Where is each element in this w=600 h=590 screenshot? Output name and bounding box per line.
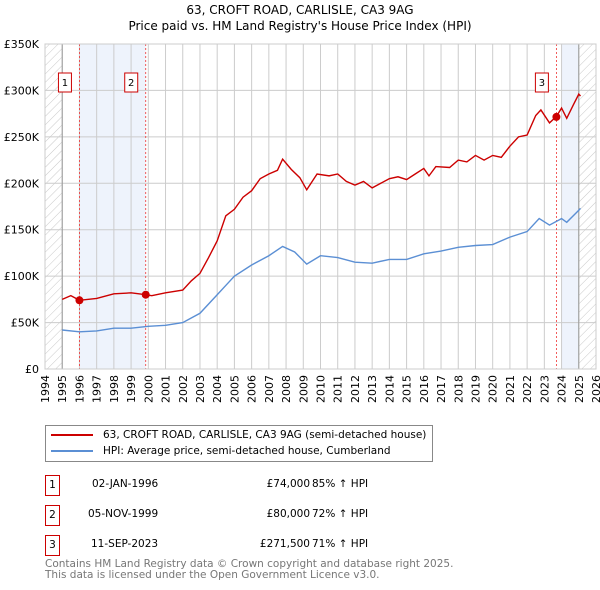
sale-price: £74,000 (266, 478, 310, 490)
x-tick-label: 2010 (315, 375, 328, 403)
sale-row: 3 11-SEP-2023 £271,500 71% ↑ HPI (45, 535, 445, 556)
sale-marker-box (534, 72, 549, 93)
x-tick-label: 2019 (469, 375, 482, 403)
legend-swatch-red (51, 434, 93, 436)
x-tick-label: 1997 (91, 375, 104, 403)
x-tick-label: 2017 (435, 375, 448, 403)
y-tick-label: £100K (4, 270, 40, 283)
sale-row: 2 05-NOV-1999 £80,000 72% ↑ HPI (45, 505, 445, 526)
x-tick-label: 1994 (39, 375, 52, 403)
sale-marker-label: 2 (128, 78, 134, 89)
x-tick-label: 2020 (487, 375, 500, 403)
sale-hpi: 72% ↑ HPI (312, 508, 369, 520)
chart-subtitle: Price paid vs. HM Land Registry's House … (128, 19, 471, 33)
plot-frame (44, 43, 597, 370)
x-tick-label: 2006 (246, 375, 259, 403)
x-tick-label: 2005 (228, 375, 241, 403)
y-tick-label: £0 (25, 363, 39, 376)
y-tick-label: £250K (4, 131, 40, 144)
x-tick-label: 2009 (297, 375, 310, 403)
sale-badge: 2 (45, 505, 60, 526)
y-tick-label: £50K (11, 317, 40, 330)
y-tick-label: £150K (4, 224, 40, 237)
property-price-line (61, 92, 582, 302)
footer: Contains HM Land Registry data © Crown c… (45, 559, 453, 581)
x-tick-label: 2016 (418, 375, 431, 403)
x-tick-label: 2011 (332, 375, 345, 403)
legend-item-property: 63, CROFT ROAD, CARLISLE, CA3 9AG (semi-… (51, 429, 426, 441)
sale-badge: 1 (45, 475, 60, 496)
sale-price: £80,000 (266, 508, 310, 520)
x-tick-label: 1999 (125, 375, 138, 403)
sale-hpi: 71% ↑ HPI (312, 538, 369, 550)
sale-date: 05-NOV-1999 (88, 508, 159, 520)
sale-date: 02-JAN-1996 (92, 478, 159, 490)
footer-line: Contains HM Land Registry data © Crown c… (45, 558, 454, 570)
footer-line: This data is licensed under the Open Gov… (45, 569, 380, 581)
x-tick-label: 2012 (349, 375, 362, 403)
x-tick-label: 2003 (194, 375, 207, 403)
x-tick-label: 1996 (73, 375, 86, 403)
sale-row: 1 02-JAN-1996 £74,000 85% ↑ HPI (45, 475, 445, 496)
x-tick-label: 2001 (160, 375, 173, 403)
hatched-region (578, 44, 596, 369)
legend-item-hpi: HPI: Average price, semi-detached house,… (51, 445, 391, 457)
legend-swatch-blue (51, 450, 93, 452)
x-tick-label: 2013 (366, 375, 379, 403)
sale-price: £271,500 (259, 538, 310, 550)
legend-label: HPI: Average price, semi-detached house,… (103, 445, 391, 457)
y-tick-label: £300K (4, 84, 40, 97)
y-tick-label: £200K (4, 177, 40, 190)
hpi-line (62, 207, 582, 333)
x-tick-label: 2022 (521, 375, 534, 403)
x-tick-label: 2000 (142, 375, 155, 403)
sale-point (141, 290, 150, 299)
sale-marker-label: 1 (62, 78, 68, 89)
sale-marker-box (124, 72, 139, 93)
sale-hpi: 85% ↑ HPI (312, 478, 369, 490)
x-tick-label: 2024 (556, 375, 569, 403)
sale-marker-label: 3 (539, 78, 545, 89)
legend-label: 63, CROFT ROAD, CARLISLE, CA3 9AG (semi-… (103, 429, 427, 441)
x-tick-label: 2025 (573, 375, 586, 403)
x-tick-label: 2015 (401, 375, 414, 403)
chart-title: 63, CROFT ROAD, CARLISLE, CA3 9AG (186, 3, 413, 17)
x-tick-label: 2021 (504, 375, 517, 403)
shaded-region (79, 44, 146, 369)
shaded-region (561, 44, 579, 369)
x-tick-label: 2008 (280, 375, 293, 403)
sale-marker-box (57, 72, 72, 93)
x-tick-label: 2018 (452, 375, 465, 403)
x-tick-label: 1998 (108, 375, 121, 403)
x-tick-label: 2023 (538, 375, 551, 403)
y-tick-label: £350K (4, 38, 40, 51)
x-tick-label: 2007 (263, 375, 276, 403)
x-tick-label: 2002 (177, 375, 190, 403)
x-tick-label: 1995 (56, 375, 69, 403)
sale-point (552, 112, 561, 121)
hatched-region (45, 44, 63, 369)
sale-badge: 3 (45, 535, 60, 556)
x-tick-label: 2014 (383, 375, 396, 403)
x-tick-label: 2004 (211, 375, 224, 403)
chart-svg: 63, CROFT ROAD, CARLISLE, CA3 9AG Price … (4, 3, 600, 403)
legend: 63, CROFT ROAD, CARLISLE, CA3 9AG (semi-… (45, 425, 433, 462)
x-tick-label: 2026 (590, 375, 600, 403)
sale-date: 11-SEP-2023 (91, 538, 159, 550)
sale-point (75, 296, 84, 305)
